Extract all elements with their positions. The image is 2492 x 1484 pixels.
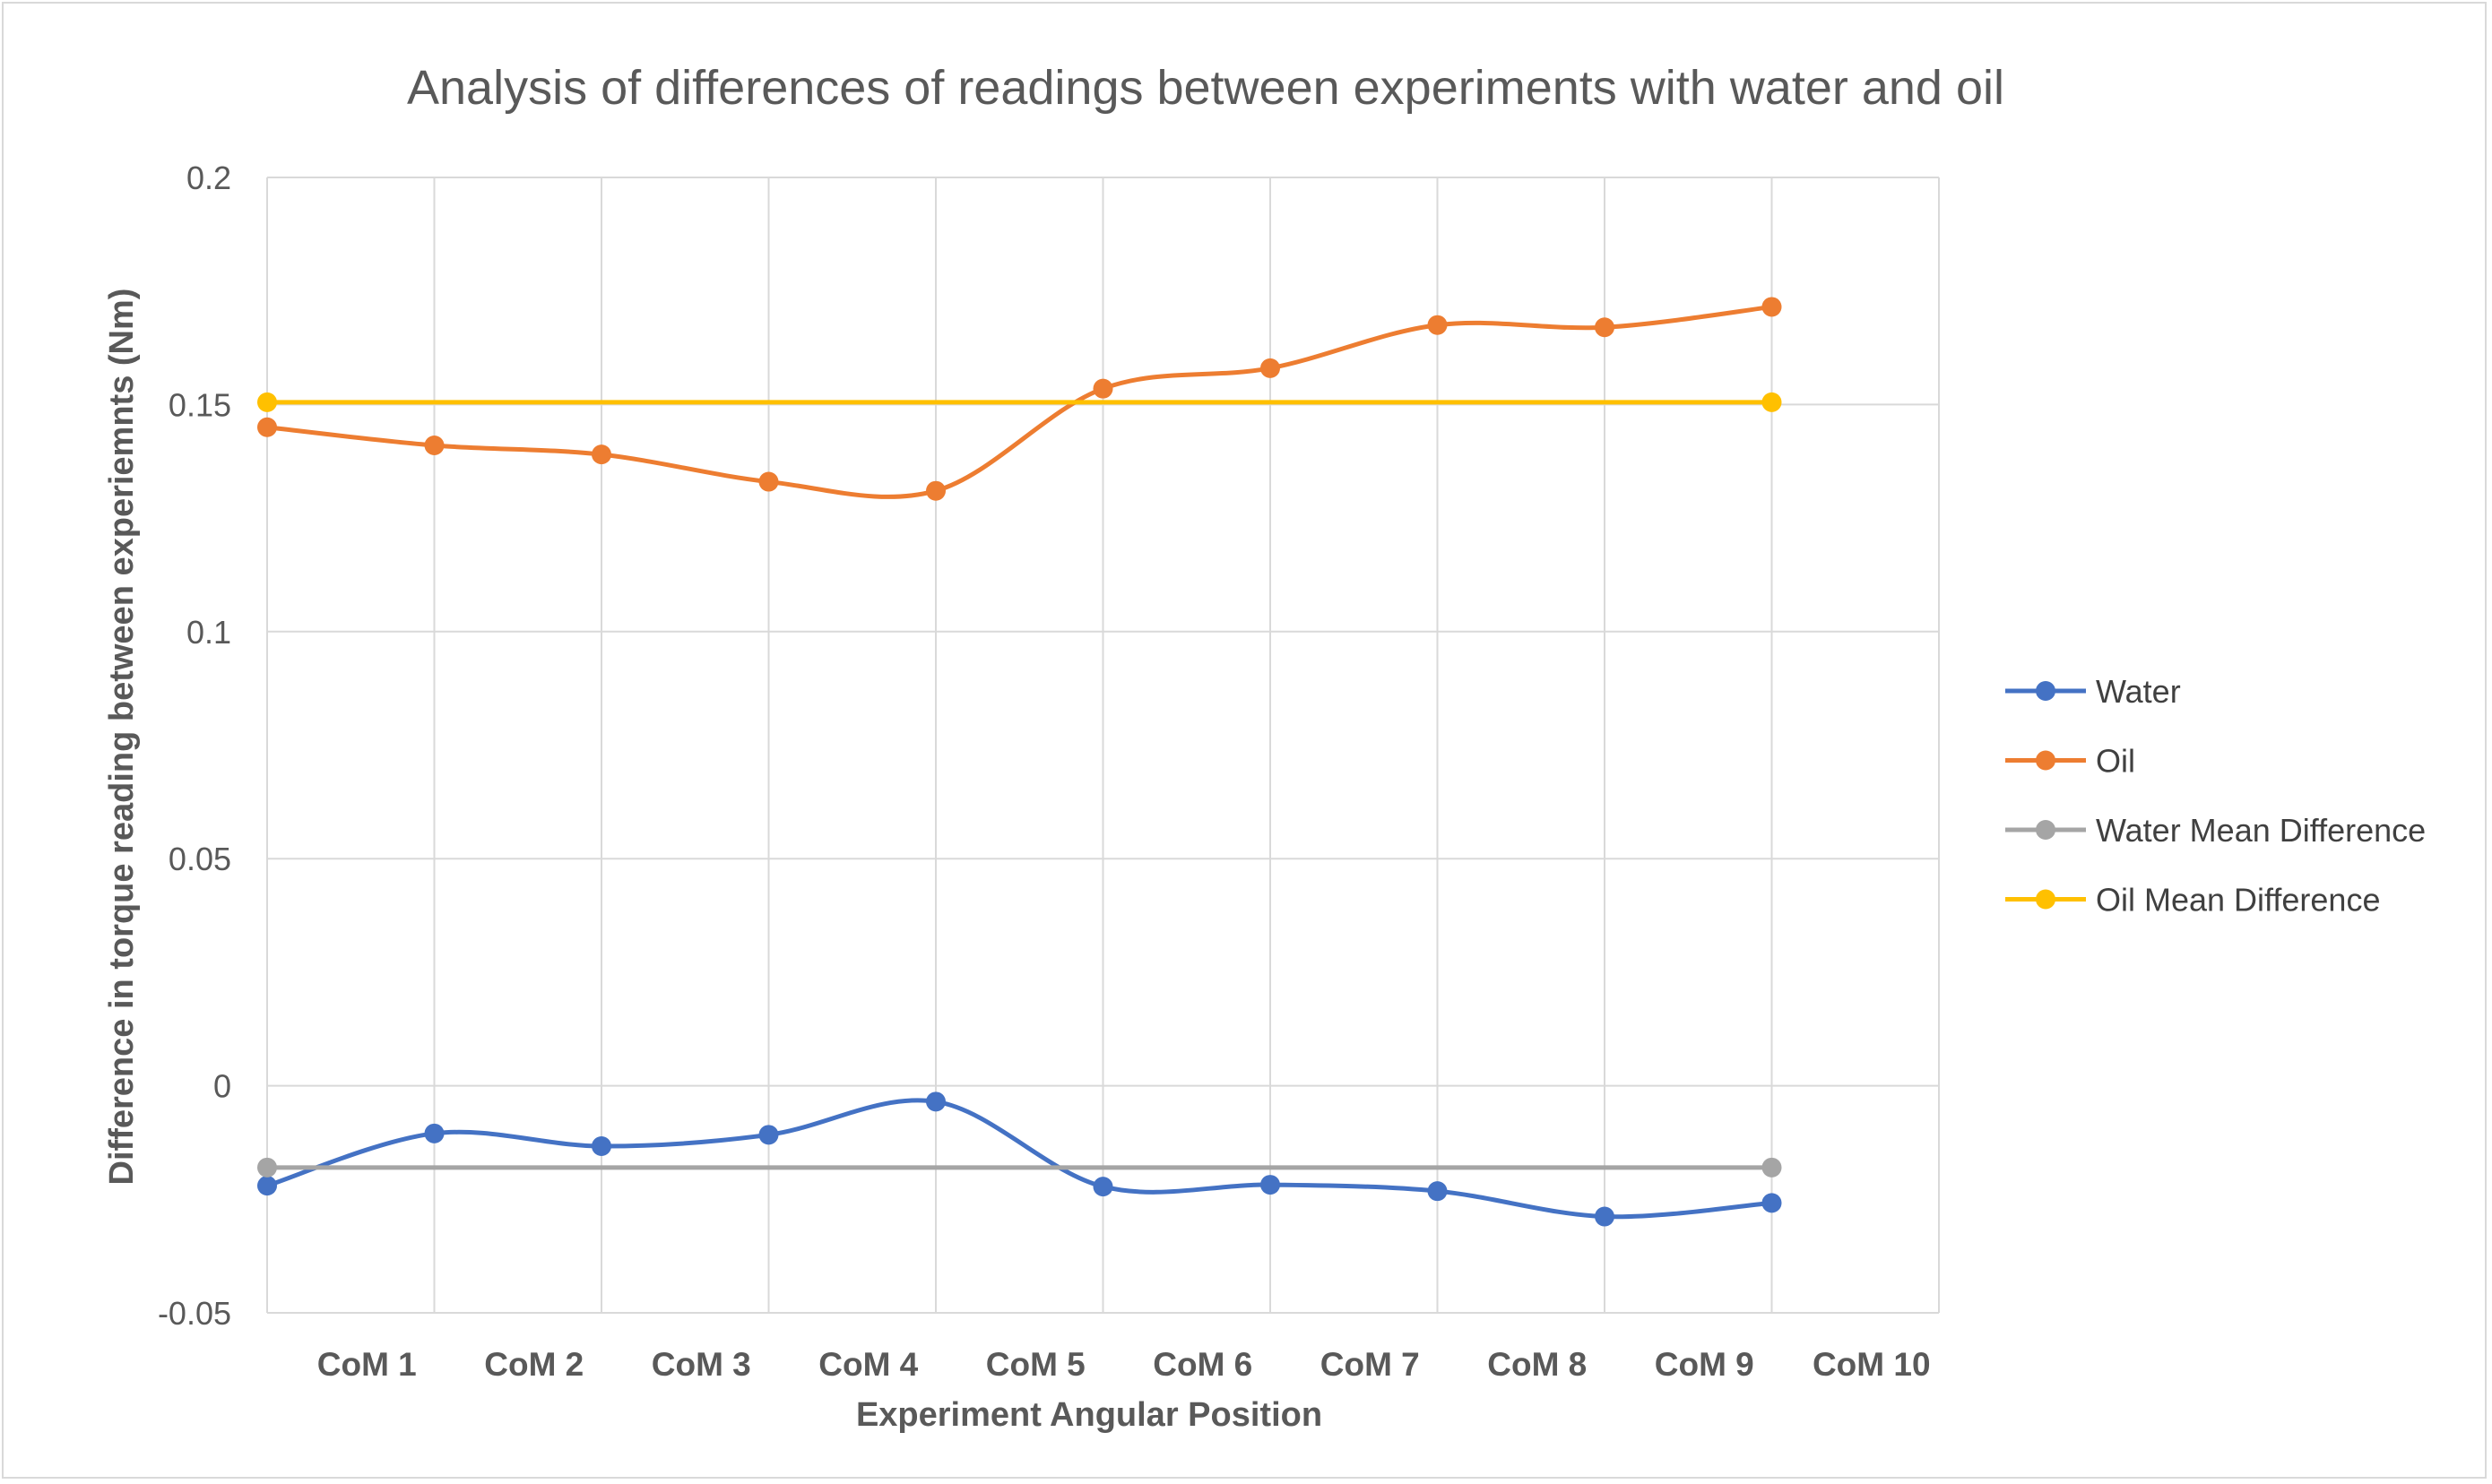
- data-point-oil: [1761, 297, 1782, 317]
- x-axis-title: Experiment Angular Position: [856, 1396, 1322, 1434]
- legend-swatch-marker: [2036, 750, 2055, 771]
- data-point-water: [1093, 1177, 1113, 1197]
- data-point-oil-mean-difference: [257, 392, 277, 412]
- legend-label: Water: [2096, 673, 2181, 710]
- y-axis-tick-labels: -0.05 0 0.05 0.1 0.15 0.2: [158, 160, 231, 1332]
- data-point-water: [1761, 1193, 1782, 1213]
- x-tick-label: CoM 3: [652, 1346, 751, 1383]
- data-point-water: [1427, 1181, 1448, 1202]
- series-line-water: [266, 1098, 1772, 1220]
- data-point-oil: [926, 480, 946, 501]
- data-point-water: [424, 1123, 445, 1143]
- legend-swatch-marker: [2036, 889, 2055, 910]
- legend-swatch-marker: [2036, 820, 2055, 840]
- data-point-oil: [1093, 378, 1113, 399]
- y-tick-label: 0.05: [169, 841, 231, 877]
- x-tick-label: CoM 2: [484, 1346, 584, 1383]
- series-water-mean-difference: [257, 1157, 1782, 1178]
- data-point-oil: [1260, 358, 1280, 378]
- y-tick-label: 0.1: [186, 614, 231, 651]
- data-point-oil: [758, 471, 779, 492]
- legend-label: Water Mean Difference: [2096, 812, 2426, 849]
- data-point-water: [257, 1176, 277, 1196]
- y-tick-label: -0.05: [158, 1295, 231, 1332]
- y-axis-title: Difference in torque reading between exp…: [103, 289, 141, 1186]
- x-tick-label: CoM 9: [1655, 1346, 1754, 1383]
- x-tick-label: CoM 5: [986, 1346, 1086, 1383]
- data-point-water: [1260, 1175, 1280, 1195]
- legend: Water Oil Water Mean Difference Oil Mean Di…: [2005, 673, 2426, 919]
- y-tick-label: 0: [213, 1068, 231, 1105]
- series-line-oil: [266, 304, 1772, 499]
- x-tick-label: CoM 7: [1320, 1346, 1420, 1383]
- data-point-oil: [1427, 315, 1448, 335]
- x-axis-tick-labels: CoM 1 CoM 2 CoM 3 CoM 4 CoM 5 CoM 6 CoM 7 CoM 8…: [317, 1346, 1931, 1383]
- data-point-water-mean-difference: [1761, 1157, 1782, 1178]
- series-water: [257, 1091, 1782, 1227]
- x-tick-label: CoM 1: [317, 1346, 417, 1383]
- series-oil-mean-difference: [257, 392, 1782, 412]
- data-series: [257, 297, 1782, 1227]
- legend-item-oil: Oil: [2005, 743, 2135, 780]
- gridlines: [266, 177, 1940, 1314]
- legend-item-oil-mean-difference: Oil Mean Difference: [2005, 882, 2380, 919]
- data-point-water: [592, 1136, 611, 1157]
- x-tick-label: CoM 8: [1487, 1346, 1587, 1383]
- legend-label: Oil Mean Difference: [2096, 882, 2380, 919]
- legend-item-water-mean-difference: Water Mean Difference: [2005, 812, 2426, 849]
- legend-swatch-marker: [2036, 681, 2055, 701]
- data-point-oil: [257, 417, 277, 437]
- data-point-water: [758, 1125, 779, 1145]
- data-point-oil: [592, 444, 611, 465]
- data-point-oil: [424, 436, 445, 456]
- x-tick-label: CoM 6: [1153, 1346, 1252, 1383]
- x-tick-label: CoM 10: [1813, 1346, 1931, 1383]
- y-tick-label: 0.2: [186, 160, 231, 196]
- legend-label: Oil: [2096, 743, 2135, 780]
- chart-title: Analysis of differences of readings betw…: [407, 61, 2004, 115]
- data-point-water: [1595, 1206, 1614, 1227]
- x-tick-label: CoM 4: [818, 1346, 918, 1383]
- series-oil: [257, 297, 1782, 501]
- legend-item-water: Water: [2005, 673, 2181, 710]
- data-point-water: [926, 1091, 946, 1112]
- y-tick-label: 0.15: [169, 386, 231, 423]
- data-point-water-mean-difference: [257, 1157, 277, 1178]
- data-point-oil-mean-difference: [1761, 392, 1782, 412]
- data-point-oil: [1595, 317, 1614, 338]
